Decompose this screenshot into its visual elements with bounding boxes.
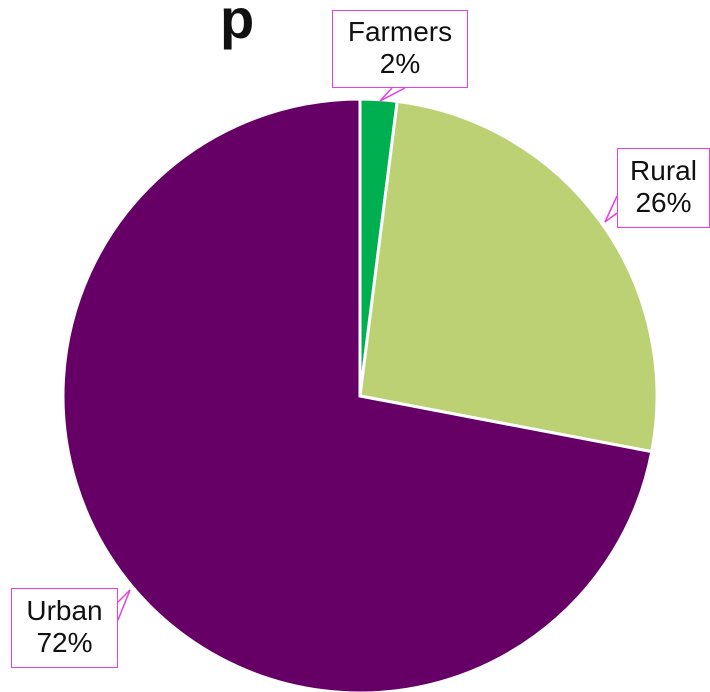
- slice-label-urban: Urban: [26, 595, 103, 626]
- callout-farmers: Farmers 2%: [332, 10, 468, 88]
- callout-rural: Rural 26%: [617, 148, 710, 228]
- slice-label-farmers: Farmers: [347, 16, 453, 47]
- callout-pointer-farmers: [379, 87, 406, 102]
- chart-title-fragment: p: [220, 0, 255, 50]
- pie-slice-rural: [358, 99, 659, 454]
- callout-pointer-urban: [117, 589, 131, 621]
- pie-slice-urban: [61, 97, 654, 692]
- slice-value-rural: 26%: [635, 187, 692, 218]
- callout-urban: Urban 72%: [11, 588, 118, 668]
- slice-value-urban: 72%: [36, 627, 93, 658]
- callout-pointer-rural: [604, 195, 618, 223]
- slice-label-rural: Rural: [630, 155, 697, 186]
- slice-value-farmers: 2%: [379, 48, 421, 79]
